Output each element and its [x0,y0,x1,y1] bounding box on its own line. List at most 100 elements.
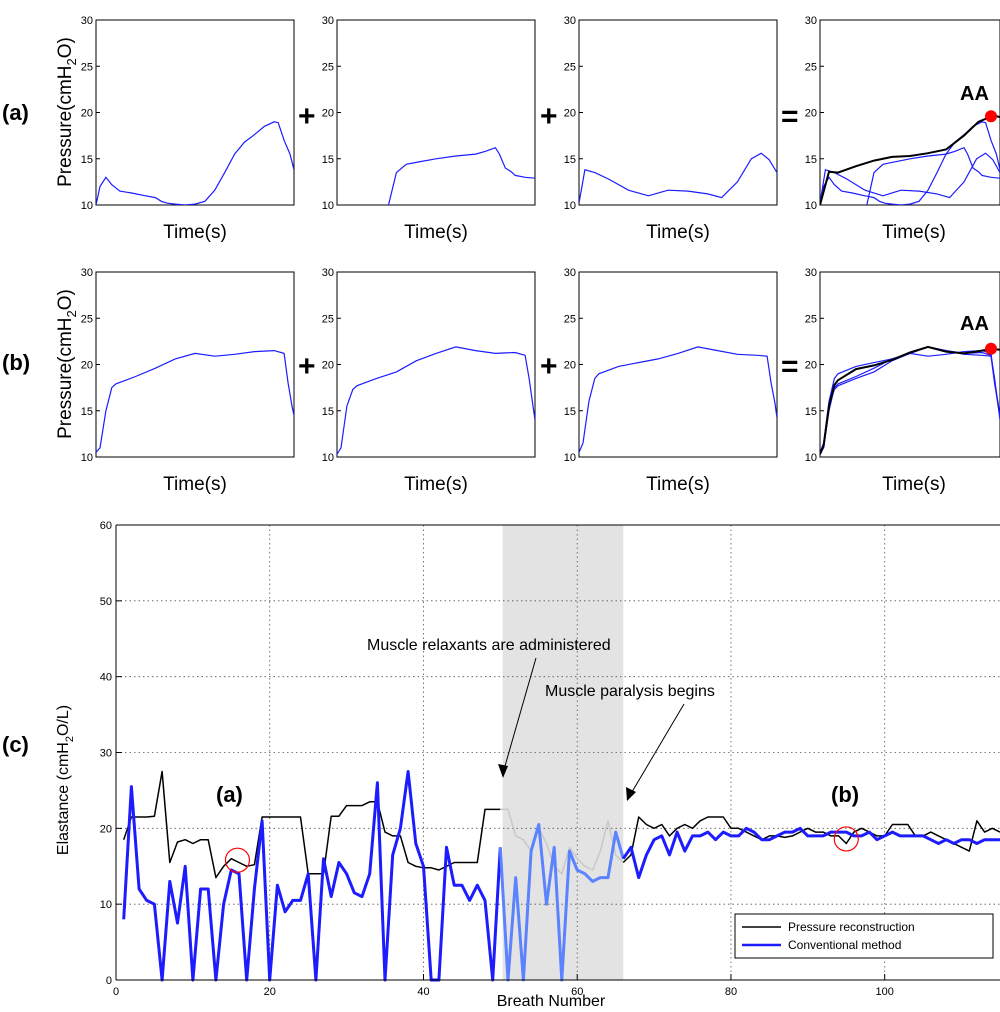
highlight-circle-a [224,847,251,873]
pressure-series-line [387,146,535,205]
panel-label-b: (b) [2,350,30,375]
elastance-axis-label: Elastance (cmH2O/L) [55,705,76,855]
y-tick-label: 10 [564,452,576,464]
y-tick-label: 0 [106,975,112,987]
y-tick-label: 30 [81,15,93,27]
reconstruction-line [122,770,501,879]
x-tick-label: 0 [113,986,119,998]
x-tick-label: 20 [264,986,276,998]
y-tick-label: 10 [81,200,93,212]
x-tick-label: 80 [725,986,737,998]
annotation-arrow [502,657,537,774]
time-axis-label: Time(s) [882,222,946,243]
y-tick-label: 20 [805,108,817,120]
y-tick-label: 20 [564,108,576,120]
plot-frame [819,271,1000,458]
y-tick-label: 25 [564,61,576,73]
y-tick-label: 10 [100,899,112,911]
plot-frame [578,271,778,458]
y-tick-label: 25 [322,61,334,73]
y-tick-label: 30 [805,15,817,27]
annotation-paralysis: Muscle paralysis begins [545,683,715,700]
pressure-axis-label: Pressure(cmH2O) [55,37,79,187]
y-tick-label: 15 [322,154,334,166]
conventional-line [622,826,1000,880]
time-axis-label: Time(s) [404,474,468,495]
plus-operator: + [540,350,558,383]
component-series-line [820,121,1000,205]
y-tick-label: 50 [100,596,112,608]
component-series-line [866,146,1000,205]
annotation-relaxants: Muscle relaxants are administered [367,637,611,654]
pressure-chart-a1: 10 15 20 25 30 Time(s) [81,15,295,243]
pressure-chart-a4: 10 15 20 25 30 Time(s) [805,15,1000,243]
pressure-series-line [337,346,535,455]
y-tick-label: 25 [805,61,817,73]
marker-label-b: (b) [831,782,859,807]
plot-frame [336,19,536,206]
pressure-chart-b3: 10 15 20 25 30 Time(s) [564,267,778,495]
y-tick-label: 20 [564,360,576,372]
y-tick-label: 30 [322,267,334,279]
y-tick-label: 10 [322,452,334,464]
annotation-arrowhead [498,764,508,778]
time-axis-label: Time(s) [646,222,710,243]
y-tick-label: 20 [81,108,93,120]
sum-series-line [820,345,1000,455]
breath-number-axis-label: Breath Number [497,993,606,1010]
y-tick-label: 30 [322,15,334,27]
y-tick-label: 15 [805,154,817,166]
y-tick-label: 30 [81,267,93,279]
pressure-axis-label: Pressure(cmH2O) [55,289,79,439]
y-tick-label: 15 [81,406,93,418]
time-axis-label: Time(s) [882,474,946,495]
y-tick-label: 15 [564,154,576,166]
legend-label-conventional: Conventional method [788,938,901,952]
aa-label: AA [960,313,989,335]
y-tick-label: 10 [805,200,817,212]
plot-frame [578,19,778,206]
aa-point [985,342,997,355]
plot-frame [819,19,1000,206]
y-tick-label: 25 [564,313,576,325]
plot-frame [95,271,295,458]
legend-label-reconstruction: Pressure reconstruction [788,920,915,934]
pressure-chart-b4: 10 15 20 25 30 Time(s) [805,267,1000,495]
reconstruction-line-shaded [500,808,624,875]
y-tick-label: 40 [100,672,112,684]
annotation-arrowhead [626,787,636,801]
y-tick-label: 15 [805,406,817,418]
y-tick-label: 30 [805,267,817,279]
y-tick-label: 20 [322,108,334,120]
y-tick-label: 30 [100,748,112,760]
y-tick-label: 20 [100,823,112,835]
y-tick-label: 30 [564,15,576,27]
panel-label-a: (a) [2,100,29,125]
pressure-chart-a3: 10 15 20 25 30 Time(s) [564,15,778,243]
plus-operator: + [298,100,316,133]
x-tick-label: 60 [571,986,583,998]
marker-label-a: (a) [216,782,243,807]
aa-point [985,110,997,123]
equals-operator: = [781,100,799,133]
time-axis-label: Time(s) [646,474,710,495]
x-tick-label: 100 [876,986,894,998]
legend: Pressure reconstruction Conventional met… [734,913,994,959]
aa-label: AA [960,83,989,105]
y-tick-label: 60 [100,520,112,532]
time-axis-label: Time(s) [163,222,227,243]
annotation-arrow [628,703,685,798]
panel-label-c: (c) [2,732,29,757]
y-tick-label: 10 [805,452,817,464]
pressure-series-line [579,346,777,453]
plus-operator: + [540,100,558,133]
plot-frame [336,271,536,458]
pressure-series-line [96,349,294,453]
pressure-series-line [96,121,294,205]
plot-frame [95,19,295,206]
time-axis-label: Time(s) [163,474,227,495]
plus-operator: + [298,350,316,383]
time-axis-label: Time(s) [404,222,468,243]
y-tick-label: 30 [564,267,576,279]
